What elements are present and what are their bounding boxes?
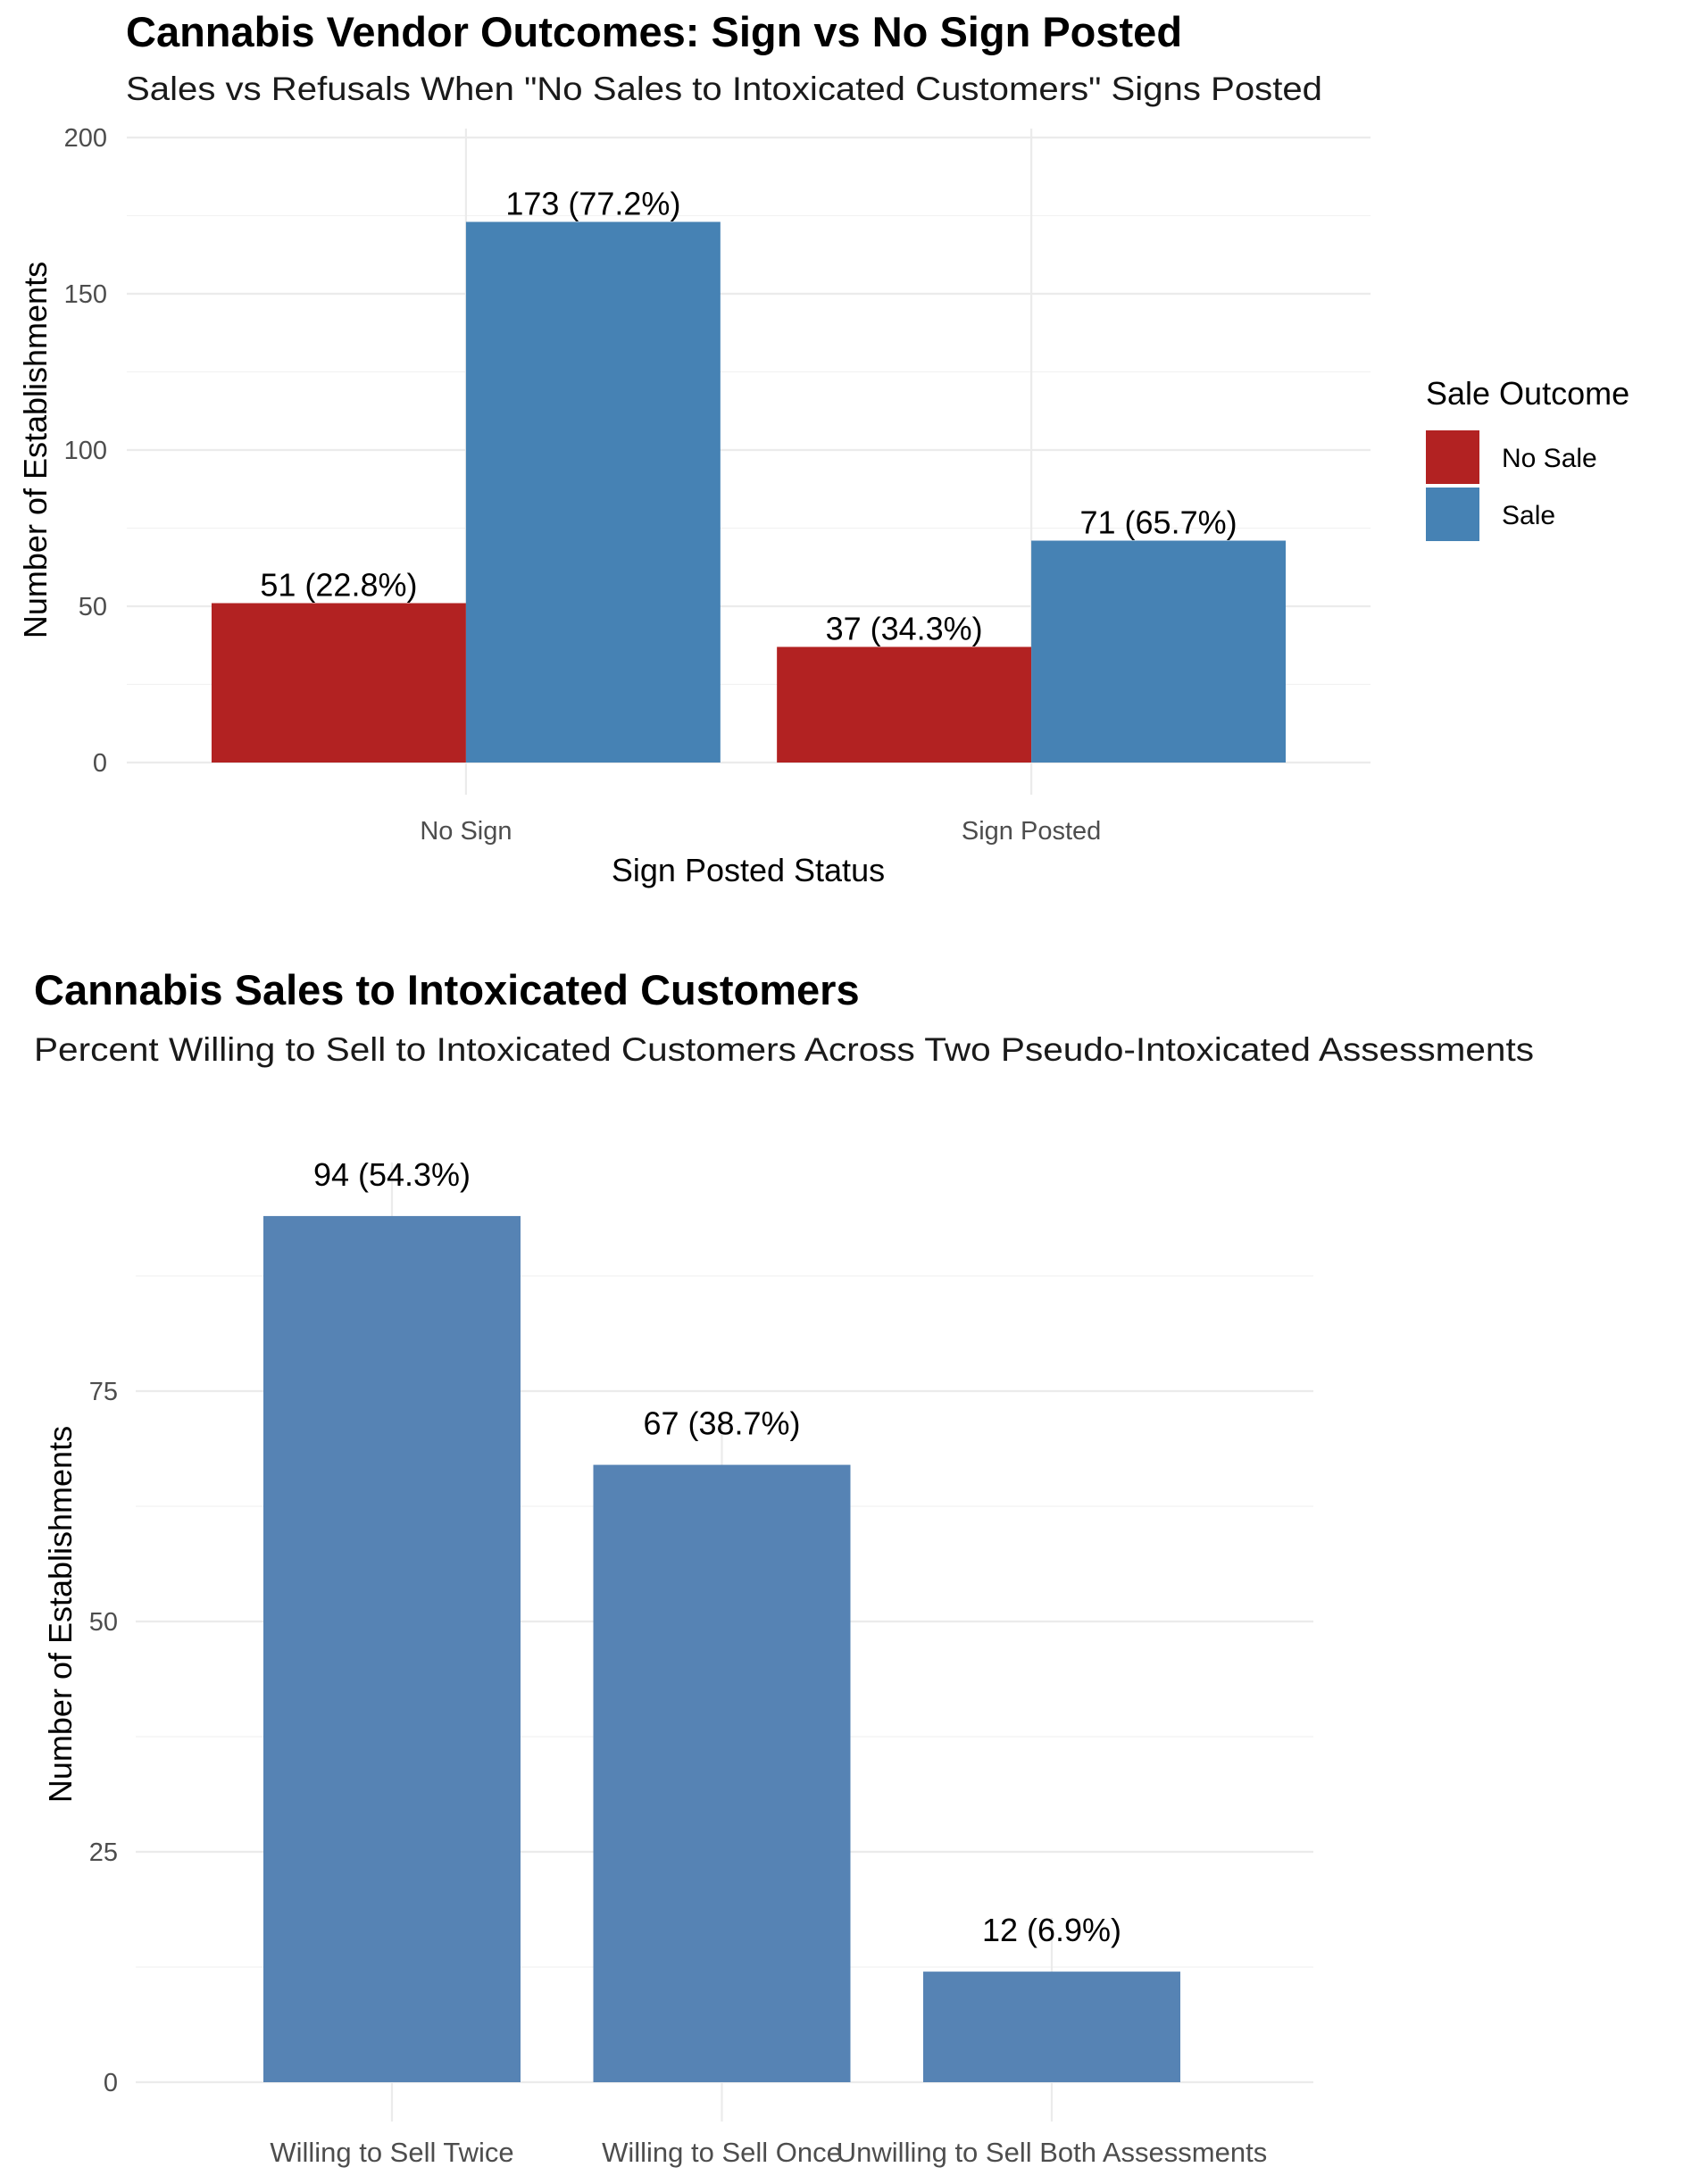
data-label: 94 (54.3%) [313,1156,471,1193]
legend-key-no-sale [1426,430,1479,484]
chart2-data-labels: 94 (54.3%) 67 (38.7%) 12 (6.9%) [313,1156,1121,1948]
data-label: 12 (6.9%) [982,1912,1121,1948]
bar [263,1215,521,2082]
legend-title: Sale Outcome [1426,375,1629,412]
y-tick-label: 0 [93,749,107,778]
bar-no-sale [777,646,1032,763]
chart2-subtitle: Percent Willing to Sell to Intoxicated C… [34,1031,1534,1068]
chart1-x-axis-title: Sign Posted Status [612,852,885,888]
x-tick-label: Willing to Sell Twice [270,2137,513,2168]
y-tick-label: 100 [64,437,107,465]
chart1-x-tick-labels: No Sign Sign Posted [420,817,1101,846]
bar-sale [1031,540,1287,763]
chart-sales-to-intoxicated: Cannabis Sales to Intoxicated Customers … [34,966,1534,2168]
chart1-y-tick-labels: 0 50 100 150 200 [64,124,107,778]
chart1-subtitle: Sales vs Refusals When "No Sales to Into… [126,71,1322,107]
y-tick-label: 200 [64,124,107,153]
chart2-y-tick-labels: 0 25 50 75 [89,1378,118,2097]
y-tick-label: 0 [104,2069,118,2097]
y-tick-label: 25 [89,1838,118,1867]
chart1-bars [211,221,1287,763]
legend-label: Sale [1502,501,1555,530]
chart2-bars [263,1215,1180,2082]
data-label: 67 (38.7%) [643,1405,800,1442]
y-tick-label: 150 [64,280,107,309]
bar-sale [465,221,721,763]
chart-sign-vs-no-sign: Cannabis Vendor Outcomes: Sign vs No Sig… [17,8,1629,888]
x-tick-label: No Sign [420,817,512,846]
chart1-y-axis-title: Number of Establishments [17,262,54,638]
legend-label: No Sale [1502,444,1597,473]
chart1-title: Cannabis Vendor Outcomes: Sign vs No Sig… [126,8,1182,55]
y-tick-label: 50 [89,1608,118,1637]
data-label: 51 (22.8%) [260,567,417,604]
chart2-x-tick-labels: Willing to Sell Twice Willing to Sell Onc… [270,2137,1267,2168]
x-tick-label: Sign Posted [962,817,1101,846]
legend-key-sale [1426,488,1479,541]
data-label: 37 (34.3%) [826,611,983,647]
x-tick-label: Willing to Sell Once [602,2137,842,2168]
chart1-data-labels: 51 (22.8%) 173 (77.2%) 37 (34.3%) 71 (65.7%… [260,186,1237,647]
chart1-legend: Sale Outcome No Sale Sale [1426,375,1629,541]
y-tick-label: 75 [89,1378,118,1406]
data-label: 173 (77.2%) [505,186,680,222]
chart2-y-axis-title: Number of Establishments [42,1426,79,1803]
y-tick-label: 50 [79,593,107,621]
bar [593,1464,851,2082]
data-label: 71 (65.7%) [1080,504,1237,541]
chart2-title: Cannabis Sales to Intoxicated Customers [34,966,860,1013]
bar-no-sale [211,603,466,763]
bar [923,1971,1180,2082]
x-tick-label: Unwilling to Sell Both Assessments [837,2137,1267,2168]
